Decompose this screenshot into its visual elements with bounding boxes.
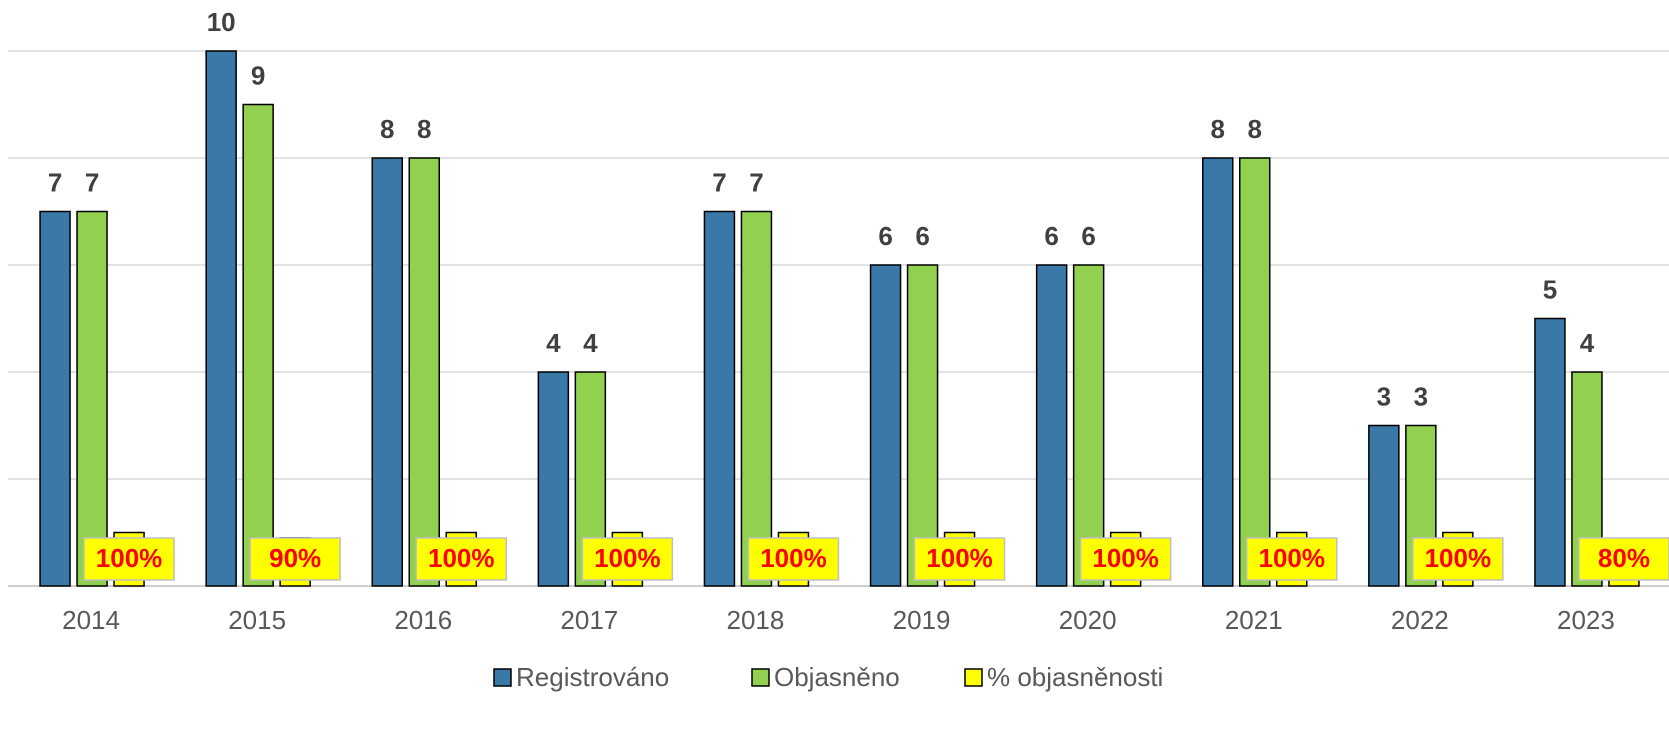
bar: [1072, 264, 1105, 587]
data-label: 6: [878, 221, 892, 251]
data-label: 100%: [1425, 543, 1492, 573]
data-label: 3: [1414, 381, 1428, 411]
x-tick-label: 2015: [228, 605, 286, 635]
data-label: 9: [251, 60, 265, 90]
data-label: 6: [1044, 221, 1058, 251]
data-label-box: [747, 537, 840, 581]
data-label: 100%: [926, 543, 993, 573]
bar: [703, 210, 736, 587]
x-tick-label: 2021: [1225, 605, 1283, 635]
data-label: 100%: [96, 543, 163, 573]
data-label: 6: [1081, 221, 1095, 251]
data-label: 5: [1543, 274, 1557, 304]
data-label-box: [913, 537, 1006, 581]
data-label: 4: [583, 328, 598, 358]
data-label: 100%: [594, 543, 661, 573]
data-label: 6: [915, 221, 929, 251]
legend-label: % objasněnosti: [987, 662, 1163, 692]
data-label-box: [1246, 537, 1338, 581]
data-label: 7: [85, 167, 99, 197]
bar: [906, 264, 939, 587]
x-tick-label: 2017: [560, 605, 618, 635]
data-label: 7: [712, 167, 726, 197]
data-label: 4: [546, 328, 561, 358]
bar: [242, 103, 274, 587]
bar: [869, 264, 902, 587]
x-tick-label: 2014: [62, 605, 120, 635]
x-tick-label: 2018: [727, 605, 785, 635]
data-label: 7: [48, 167, 62, 197]
bar: [1534, 317, 1566, 587]
data-label: 100%: [1259, 543, 1326, 573]
data-label-box: [1412, 537, 1504, 581]
data-label-box: [83, 537, 175, 581]
data-label: 10: [207, 7, 236, 37]
x-tick-label: 2016: [394, 605, 452, 635]
data-label: 4: [1580, 328, 1595, 358]
data-label: 8: [1211, 114, 1225, 144]
x-tick-label: 2023: [1557, 605, 1615, 635]
data-label-box: [249, 537, 341, 581]
data-label: 90%: [269, 543, 321, 573]
x-tick-label: 2020: [1059, 605, 1117, 635]
data-label: 8: [417, 114, 431, 144]
data-label: 80%: [1598, 543, 1650, 573]
data-label-box: [415, 537, 507, 581]
data-label: 7: [749, 167, 763, 197]
bar: [1035, 264, 1068, 587]
legend-swatch: [751, 668, 770, 687]
bar: [371, 157, 403, 587]
data-label: 8: [1248, 114, 1262, 144]
data-label: 8: [380, 114, 394, 144]
data-label: 100%: [760, 543, 827, 573]
bar: [76, 210, 108, 587]
data-label: 100%: [428, 543, 495, 573]
bar: [1368, 424, 1400, 587]
bar: [1239, 157, 1271, 587]
bar: [740, 210, 773, 587]
legend-label: Registrováno: [516, 662, 669, 692]
bar: [205, 50, 237, 587]
data-label-box: [1079, 537, 1172, 581]
bar: [408, 157, 440, 587]
data-label: 100%: [1092, 543, 1159, 573]
legend-label: Objasněno: [774, 662, 900, 692]
data-label-box: [581, 537, 674, 581]
data-label: 3: [1377, 381, 1391, 411]
bar: [537, 371, 570, 587]
x-tick-label: 2019: [893, 605, 951, 635]
bar: [39, 210, 71, 587]
legend-swatch: [493, 668, 512, 687]
x-tick-label: 2022: [1391, 605, 1449, 635]
bar: [1202, 157, 1234, 587]
legend-swatch: [964, 668, 983, 687]
